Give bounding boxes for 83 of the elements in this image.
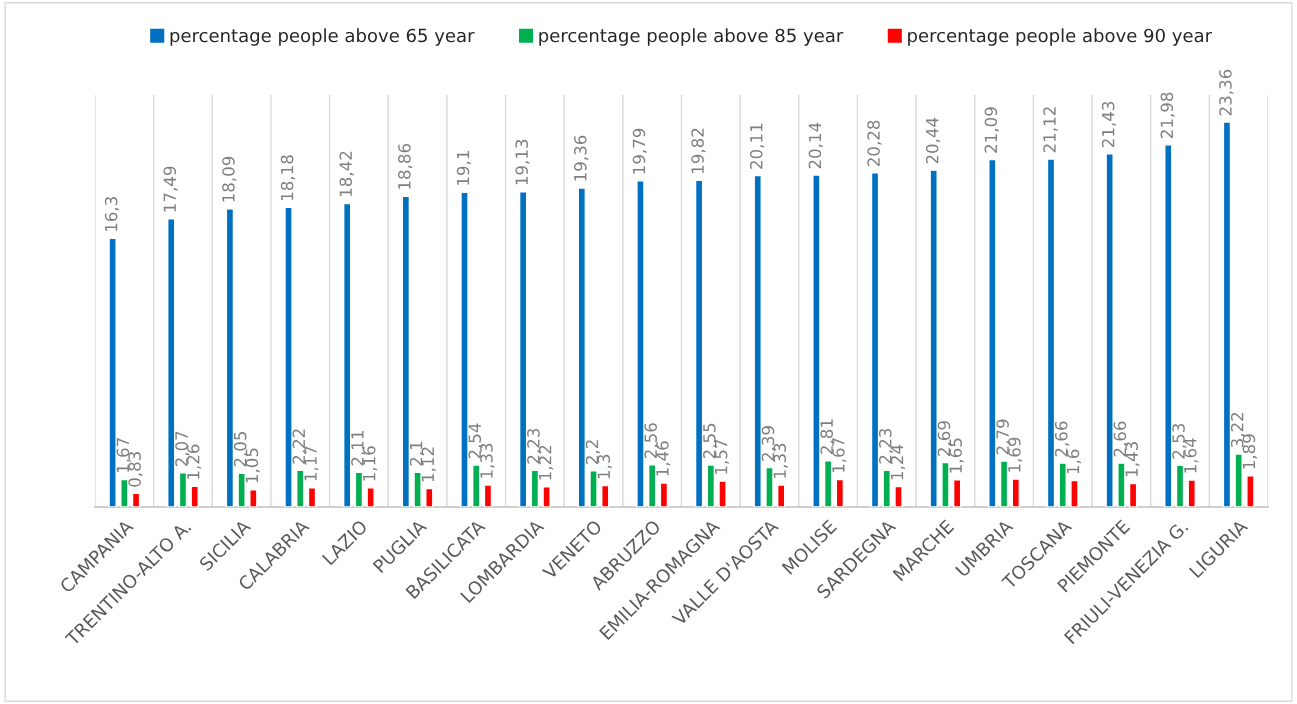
data-label: 20,28 xyxy=(867,120,882,167)
data-label: 18,86 xyxy=(398,143,413,189)
legend-label: percentage people above 65 year xyxy=(170,28,475,46)
bar xyxy=(894,485,903,507)
bar xyxy=(131,492,141,507)
bar xyxy=(589,470,598,507)
bar xyxy=(694,179,704,507)
bar xyxy=(296,469,305,507)
bar xyxy=(1105,153,1114,507)
bar xyxy=(870,172,880,507)
data-label: 21,98 xyxy=(1160,92,1175,138)
bar xyxy=(542,486,551,507)
bar xyxy=(1070,479,1079,507)
bar xyxy=(178,472,188,507)
bar xyxy=(1011,478,1021,507)
bar xyxy=(941,461,950,507)
data-label: 17,49 xyxy=(163,166,178,212)
data-label: 21,43 xyxy=(1101,101,1117,148)
bar xyxy=(988,158,997,507)
bar xyxy=(483,484,493,507)
data-label: 18,42 xyxy=(339,151,354,197)
data-label: 18,18 xyxy=(280,155,296,201)
bar xyxy=(776,484,786,507)
bar xyxy=(108,237,117,507)
bar xyxy=(366,487,375,507)
legend-label: percentage people above 85 year xyxy=(539,28,844,46)
bar xyxy=(718,480,727,507)
data-label: 20,44 xyxy=(925,117,941,164)
bar xyxy=(225,208,235,507)
bar xyxy=(342,202,352,507)
bar xyxy=(1187,479,1196,507)
bar xyxy=(753,174,762,507)
data-label: 19,13 xyxy=(515,139,530,185)
bar xyxy=(401,195,411,507)
bar xyxy=(636,180,645,507)
bar xyxy=(413,471,422,507)
bar xyxy=(765,466,774,507)
bar xyxy=(601,484,610,507)
bar xyxy=(307,487,317,507)
data-label: 21,12 xyxy=(1043,107,1058,153)
bar xyxy=(472,464,481,507)
bar xyxy=(460,191,469,507)
bar xyxy=(647,464,657,507)
bar xyxy=(882,469,891,507)
data-label: 23,36 xyxy=(1219,69,1234,116)
bar xyxy=(190,485,199,507)
bar xyxy=(530,469,540,507)
bar xyxy=(237,472,246,507)
bar xyxy=(249,489,258,507)
bar xyxy=(929,169,938,507)
data-label: 20,11 xyxy=(749,123,765,169)
bar xyxy=(1175,464,1185,507)
legend-label: percentage people above 90 year xyxy=(908,28,1213,46)
bar xyxy=(812,174,821,507)
bar xyxy=(1246,475,1255,507)
bar xyxy=(120,478,129,507)
bar xyxy=(659,482,669,507)
bar xyxy=(425,487,434,507)
data-label: 18,09 xyxy=(222,156,237,202)
bar xyxy=(518,191,528,507)
data-label: 19,1 xyxy=(456,151,472,185)
bar xyxy=(577,187,587,507)
bar xyxy=(1117,462,1126,507)
bar xyxy=(999,460,1009,507)
bar xyxy=(1046,158,1056,507)
bar xyxy=(706,464,716,507)
bar xyxy=(1164,144,1173,507)
bar xyxy=(284,206,293,507)
data-label: 19,79 xyxy=(632,128,647,174)
bar xyxy=(1222,121,1232,507)
bar xyxy=(1234,453,1243,507)
data-label: 16,3 xyxy=(104,197,120,231)
data-label: 19,36 xyxy=(574,135,589,181)
data-label: 21,09 xyxy=(984,107,999,153)
bar xyxy=(823,459,833,507)
bar xyxy=(1128,482,1138,507)
bar xyxy=(354,471,364,507)
data-label: 20,14 xyxy=(808,122,823,169)
bar xyxy=(167,218,176,507)
data-label: 19,82 xyxy=(691,128,706,173)
bar xyxy=(952,479,962,507)
bar xyxy=(835,478,845,507)
bar xyxy=(1058,462,1067,507)
